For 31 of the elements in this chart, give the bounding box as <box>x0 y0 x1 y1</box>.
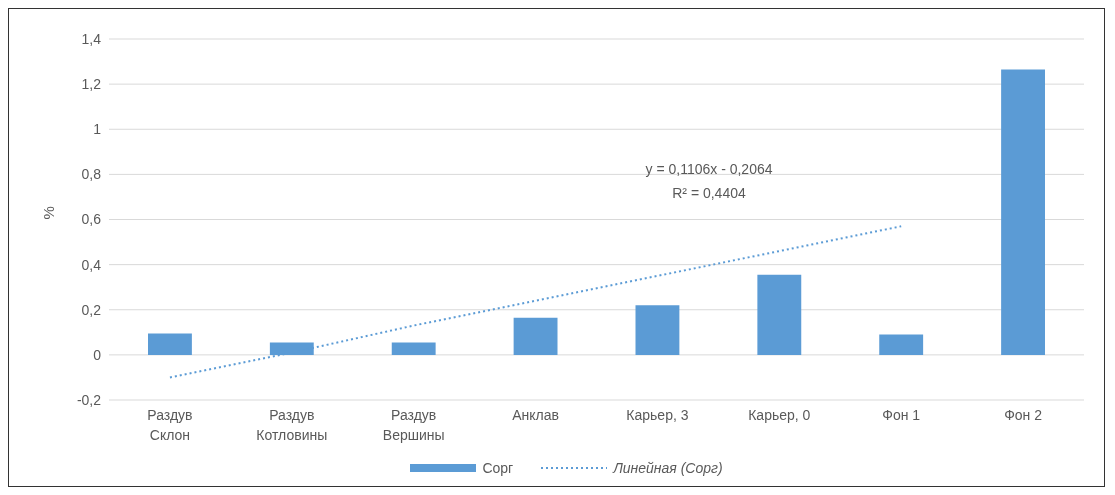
y-tick-label: 1 <box>93 121 102 138</box>
y-tick-label: 0,4 <box>81 256 102 273</box>
x-tick-label: Раздув Склон <box>147 407 193 443</box>
annotation: R² = 0,4404 <box>671 184 747 203</box>
bar <box>1001 69 1045 355</box>
y-tick-label: 1,4 <box>81 30 102 47</box>
x-tick-label: Фон 1 <box>882 407 921 423</box>
legend-label: Сорг <box>481 460 514 476</box>
x-tick-label: Раздув Вершины <box>382 407 445 443</box>
y-tick-label: 0,2 <box>81 301 102 318</box>
bar <box>635 305 680 355</box>
bar <box>513 317 558 355</box>
bar <box>269 342 314 355</box>
x-tick-label: Анклав <box>512 407 559 423</box>
y-tick-label: 0,6 <box>81 211 102 228</box>
annotation: y = 0,1106x - 0,2064 <box>645 160 773 179</box>
x-tick-label: Карьер, 0 <box>748 407 811 423</box>
y-axis-title: % <box>40 206 58 220</box>
y-tick-label: 1,2 <box>81 76 102 93</box>
x-tick-label: Раздув Котловины <box>256 407 328 443</box>
y-tick-label: 0 <box>93 346 102 363</box>
y-tick-label: 0,8 <box>81 166 102 183</box>
x-tick-label: Карьер, 3 <box>626 407 689 423</box>
line-series <box>168 225 903 379</box>
bar <box>391 342 436 355</box>
legend-label: Линейная (Сорг) <box>611 460 723 476</box>
x-tick-label: Фон 2 <box>1004 407 1043 423</box>
bar <box>148 333 192 355</box>
bar <box>757 274 802 355</box>
y-tick-label: -0,2 <box>76 391 102 408</box>
bar <box>879 334 924 355</box>
